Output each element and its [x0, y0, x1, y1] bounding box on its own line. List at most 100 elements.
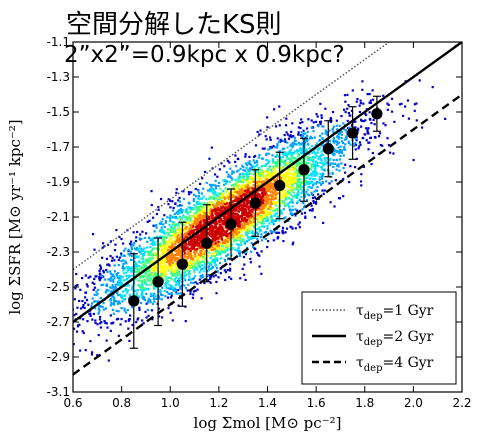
density-point — [170, 278, 174, 281]
density-point — [281, 195, 285, 198]
density-point — [279, 201, 282, 204]
density-point — [132, 244, 135, 247]
density-point — [184, 279, 187, 282]
density-point — [309, 156, 312, 160]
density-point — [355, 136, 358, 139]
density-point — [170, 235, 173, 238]
density-point — [102, 308, 106, 311]
density-point — [186, 269, 189, 272]
density-point — [202, 219, 205, 223]
density-point — [145, 246, 149, 249]
density-point — [230, 178, 234, 181]
density-point — [246, 222, 249, 225]
density-point — [201, 208, 204, 212]
density-point — [212, 197, 216, 200]
density-point — [209, 188, 212, 191]
density-point — [153, 275, 156, 278]
density-point — [282, 166, 285, 169]
density-point — [342, 122, 345, 125]
density-point — [305, 176, 309, 179]
density-point — [370, 162, 373, 166]
density-point — [199, 238, 202, 241]
density-point — [68, 275, 70, 277]
density-point — [190, 191, 193, 194]
density-point — [166, 259, 170, 262]
density-point — [201, 264, 204, 267]
density-point — [218, 247, 221, 250]
density-point — [146, 261, 150, 264]
density-point — [92, 312, 95, 316]
density-point — [100, 274, 104, 278]
density-point — [178, 237, 181, 240]
density-point — [342, 177, 345, 181]
density-point — [51, 345, 53, 347]
density-point — [278, 219, 281, 222]
density-point — [178, 230, 181, 233]
density-point — [79, 349, 82, 352]
density-point — [356, 128, 360, 132]
density-point — [226, 237, 229, 240]
density-point — [272, 202, 275, 205]
density-point — [238, 227, 241, 230]
density-point — [158, 229, 162, 233]
density-point — [415, 102, 418, 105]
density-point — [291, 178, 294, 181]
density-point — [144, 282, 147, 285]
density-point — [301, 161, 304, 164]
density-point — [109, 286, 112, 289]
density-point — [324, 132, 327, 135]
density-point — [269, 147, 272, 150]
density-point — [107, 263, 110, 266]
density-point — [355, 139, 358, 142]
density-point — [226, 240, 230, 243]
density-point — [158, 288, 162, 292]
density-point — [126, 277, 129, 280]
density-point — [337, 165, 340, 168]
density-point — [291, 146, 294, 149]
density-point — [89, 340, 92, 343]
density-point — [276, 207, 279, 210]
density-point — [142, 322, 145, 325]
density-point — [171, 319, 174, 322]
density-point — [308, 194, 311, 197]
density-point — [199, 268, 203, 271]
density-point — [358, 145, 361, 148]
density-point — [276, 195, 279, 198]
density-point — [299, 187, 302, 190]
density-point — [75, 330, 79, 333]
density-point — [240, 235, 243, 238]
density-point — [127, 267, 130, 270]
density-point — [197, 218, 200, 221]
density-point — [238, 184, 241, 187]
density-point — [208, 233, 212, 236]
density-point — [338, 158, 342, 161]
density-point — [99, 305, 103, 308]
density-point — [241, 219, 244, 222]
density-point — [292, 175, 295, 179]
density-point — [244, 153, 247, 156]
density-point — [62, 329, 64, 331]
density-point — [358, 141, 362, 144]
density-point — [257, 227, 261, 230]
density-point — [175, 281, 178, 284]
density-point — [215, 259, 218, 262]
density-point — [161, 235, 164, 238]
density-point — [228, 276, 231, 279]
density-point — [229, 267, 232, 270]
density-point — [136, 256, 140, 259]
density-point — [166, 255, 169, 258]
density-point — [217, 247, 220, 250]
density-point — [209, 262, 212, 266]
density-point — [294, 165, 297, 168]
density-point — [183, 228, 186, 231]
density-point — [260, 188, 263, 191]
density-point — [276, 158, 279, 162]
density-point — [112, 302, 116, 305]
density-point — [264, 205, 267, 208]
density-point — [264, 217, 267, 220]
density-point — [260, 272, 263, 275]
density-point — [216, 243, 220, 246]
density-point — [151, 249, 154, 252]
density-point — [97, 311, 100, 314]
density-point — [184, 227, 187, 230]
